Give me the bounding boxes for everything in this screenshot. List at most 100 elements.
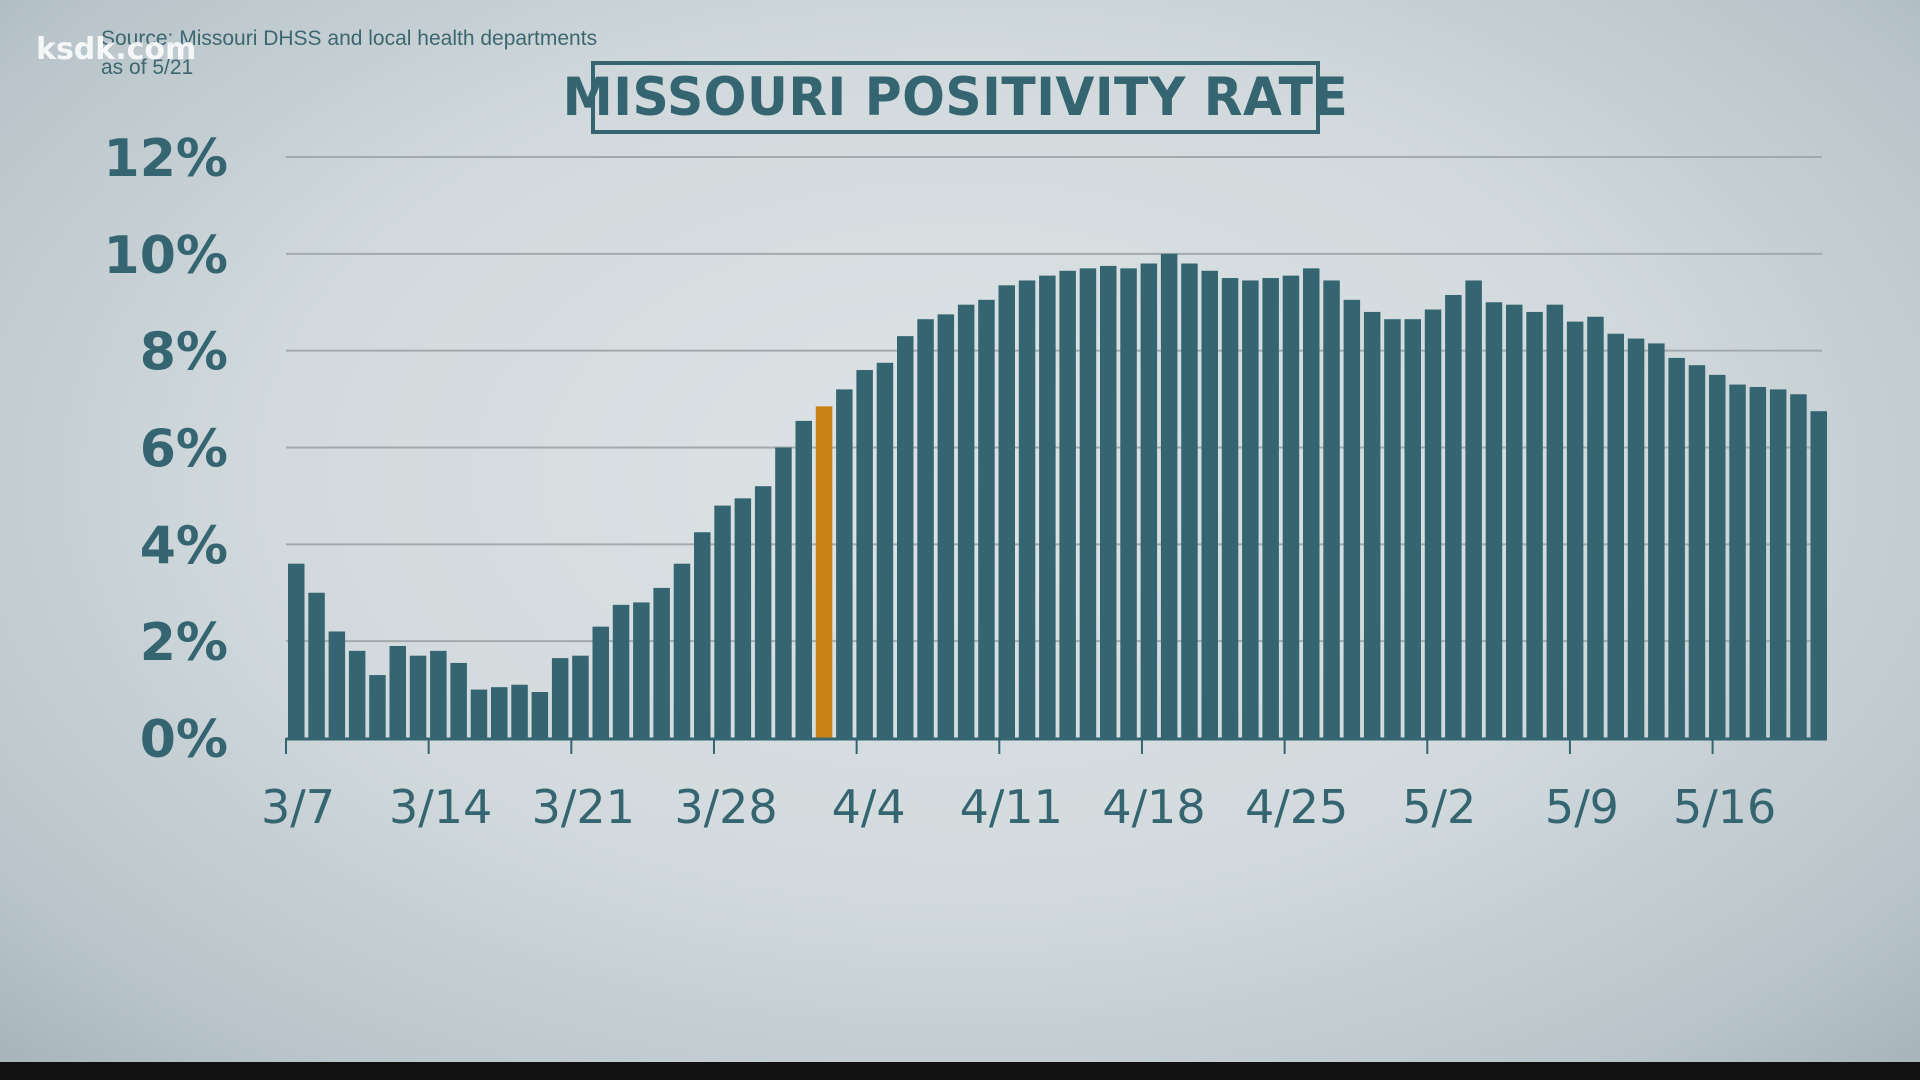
bar: [1282, 275, 1300, 738]
bar: [1424, 309, 1442, 738]
chart-title: MISSOURI POSITIVITY RATE: [562, 67, 1349, 128]
bar: [673, 563, 691, 738]
bar: [1140, 263, 1158, 738]
source-note: Source: Missouri DHSS and local health d…: [101, 24, 597, 82]
bar: [491, 687, 508, 738]
x-tick-label: 3/7: [261, 780, 335, 834]
x-tick-label: 5/16: [1673, 780, 1776, 834]
bar: [1566, 321, 1584, 738]
bar: [1587, 316, 1604, 738]
y-tick-label: 0%: [140, 710, 228, 770]
bar: [775, 447, 792, 738]
bar: [1059, 270, 1076, 738]
bar: [1810, 411, 1827, 738]
x-tick-label: 4/18: [1102, 780, 1205, 834]
chart-title-box: MISSOURI POSITIVITY RATE: [563, 61, 1348, 134]
bar: [1242, 280, 1259, 738]
y-axis-labels: 0% 2% 4% 6% 8% 10% 12%: [104, 129, 228, 770]
bar: [1688, 365, 1706, 738]
bar: [937, 314, 955, 738]
bar: [1607, 333, 1624, 738]
bar: [1546, 304, 1564, 738]
y-tick-label: 4%: [140, 516, 228, 576]
x-axis-labels: 3/7 3/14 3/21 3/28 4/4 4/11 4/18 4/25 5/2 5/9 5/16: [261, 780, 1776, 834]
bar: [1769, 389, 1787, 738]
bar: [531, 692, 549, 738]
bar: [714, 505, 731, 738]
bar: [409, 655, 427, 738]
bar: [734, 498, 752, 738]
x-tick-label: 5/9: [1545, 780, 1619, 834]
x-tick-label: 5/2: [1402, 780, 1476, 834]
bar: [836, 389, 853, 738]
bar: [1749, 386, 1767, 738]
bar: [288, 563, 305, 738]
x-tick-label: 4/11: [960, 780, 1063, 834]
y-tick-label: 8%: [140, 323, 228, 383]
bar: [978, 299, 995, 738]
bar: [653, 587, 670, 738]
station-watermark: ksdk.com: [36, 32, 197, 67]
bar: [1648, 343, 1665, 738]
bar: [511, 684, 528, 738]
source-line: Source: Missouri DHSS and local health d…: [101, 27, 598, 50]
bar: [633, 602, 650, 738]
bar: [1790, 394, 1807, 738]
bar: [1729, 384, 1746, 738]
bar: [1627, 338, 1645, 738]
bar: [592, 626, 609, 738]
x-tick-label: 3/28: [674, 780, 777, 834]
bar: [1303, 268, 1320, 738]
bar: [1100, 265, 1117, 738]
bar: [1526, 311, 1543, 738]
bar: [612, 604, 630, 738]
x-axis: [285, 737, 1827, 754]
bar: [308, 592, 325, 738]
x-tick-label: 4/4: [832, 780, 906, 834]
bar: [795, 420, 812, 738]
bar: [1384, 319, 1401, 738]
bar: [1201, 270, 1218, 738]
bar: [1160, 253, 1178, 739]
bar: [856, 370, 873, 738]
bar: [328, 631, 346, 738]
y-tick-label: 2%: [140, 613, 228, 673]
bar: [1668, 357, 1685, 738]
bar: [1262, 278, 1279, 738]
highlighted-bar: [815, 406, 833, 738]
bar: [348, 650, 366, 738]
y-tick-label: 6%: [140, 420, 228, 480]
bar: [1079, 268, 1097, 738]
bar: [1363, 311, 1381, 738]
bar: [694, 532, 711, 738]
x-tick-label: 4/25: [1245, 780, 1348, 834]
bar: [957, 304, 975, 738]
bar: [1018, 280, 1036, 738]
bar: [389, 646, 406, 738]
x-tick-label: 3/21: [532, 780, 635, 834]
bars: [288, 253, 1827, 739]
bar: [1709, 374, 1726, 738]
bar: [1323, 280, 1340, 738]
bar: [1404, 319, 1421, 738]
bar: [369, 675, 386, 738]
bar: [1445, 294, 1462, 738]
bar: [897, 336, 914, 738]
y-tick-label: 12%: [104, 129, 228, 189]
x-tick-label: 3/14: [389, 780, 492, 834]
bar: [430, 650, 447, 738]
bar: [754, 486, 772, 738]
bar: [876, 362, 894, 738]
bar: [1465, 280, 1482, 738]
bar: [1221, 278, 1239, 738]
as-of-date: as of 5/21: [101, 56, 194, 79]
bar: [1485, 302, 1503, 738]
bar: [470, 689, 488, 738]
bar: [450, 662, 467, 738]
bar: [1343, 299, 1361, 738]
bar: [917, 319, 934, 738]
bar: [998, 285, 1015, 738]
bar: [1039, 275, 1056, 738]
bar: [572, 655, 589, 738]
